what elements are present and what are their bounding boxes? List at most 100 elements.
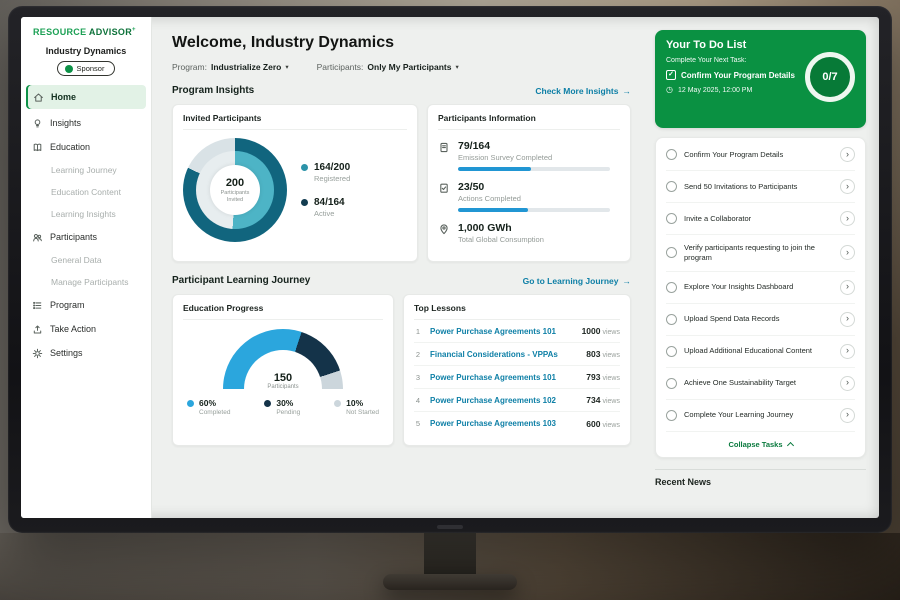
- program-filter-value: Industrialize Zero: [210, 62, 282, 72]
- legend-label: Active: [314, 209, 335, 218]
- top-lessons-card: Top Lessons 1 Power Purchase Agreements …: [403, 294, 631, 446]
- task-label: Achieve One Sustainability Target: [684, 378, 797, 388]
- legend-label: Registered: [314, 174, 351, 183]
- task-chevron-button[interactable]: ›: [840, 407, 855, 423]
- check-more-insights-link[interactable]: Check More Insights →: [535, 86, 631, 96]
- sponsor-icon: [64, 64, 73, 73]
- sidebar-item-label: Program: [50, 300, 85, 310]
- sidebar-item-learning-insights[interactable]: Learning Insights: [21, 203, 151, 225]
- chevron-right-icon: ›: [846, 345, 849, 355]
- lesson-link[interactable]: Power Purchase Agreements 101: [430, 372, 556, 382]
- sidebar-item-home[interactable]: Home: [26, 85, 146, 109]
- sidebar-item-label: Education: [50, 142, 91, 152]
- todo-task-row[interactable]: Achieve One Sustainability Target ›: [666, 368, 855, 400]
- task-label: Complete Your Learning Journey: [684, 410, 794, 420]
- legend-item-active: 84/164 Active: [301, 197, 350, 218]
- stat-actions-completed: 23/50 Actions Completed: [438, 181, 620, 212]
- logo-resource: RESOURCE: [33, 27, 87, 37]
- gear-icon: [32, 348, 43, 359]
- task-checkbox[interactable]: [666, 377, 677, 389]
- task-checkbox[interactable]: [666, 409, 677, 421]
- todo-task-row[interactable]: Complete Your Learning Journey ›: [666, 400, 855, 432]
- task-chevron-button[interactable]: ›: [840, 245, 855, 261]
- sidebar-item-manage-participants[interactable]: Manage Participants: [21, 271, 151, 293]
- todo-task-row[interactable]: Upload Spend Data Records ›: [666, 304, 855, 336]
- invited-legend: 164/200 Registered 84/164 Active: [301, 162, 350, 218]
- sidebar-item-label: Education Content: [51, 187, 121, 197]
- task-checkbox[interactable]: [666, 213, 677, 224]
- main-content: Welcome, Industry Dynamics Program: Indu…: [152, 17, 645, 518]
- task-checkbox[interactable]: [666, 149, 677, 160]
- recent-news-header: Recent News: [655, 468, 866, 487]
- chevron-right-icon: ›: [846, 180, 849, 191]
- sidebar-item-take-action[interactable]: Take Action: [21, 317, 151, 341]
- sidebar-item-learning-journey[interactable]: Learning Journey: [21, 159, 151, 181]
- sidebar-item-insights[interactable]: Insights: [21, 111, 151, 135]
- clock-icon: ◷: [666, 85, 673, 94]
- emission-progress-bar: [458, 167, 610, 171]
- todo-next-task[interactable]: ✓ Confirm Your Program Details: [666, 70, 814, 80]
- legend-value: 30%: [276, 398, 294, 408]
- arrow-right-icon: →: [622, 85, 632, 96]
- collapse-tasks-button[interactable]: Collapse Tasks: [666, 432, 855, 452]
- sidebar: RESOURCE ADVISOR+ Industry Dynamics Spon…: [21, 17, 152, 518]
- task-checkbox[interactable]: [666, 181, 677, 192]
- todo-task-row[interactable]: Confirm Your Program Details ›: [666, 139, 855, 171]
- lesson-link[interactable]: Power Purchase Agreements 103: [430, 419, 556, 428]
- sidebar-item-label: Take Action: [50, 324, 97, 334]
- sidebar-item-education-content[interactable]: Education Content: [21, 181, 151, 203]
- lesson-rank: 3: [415, 372, 421, 382]
- lesson-link[interactable]: Power Purchase Agreements 101: [430, 326, 556, 336]
- task-chevron-button[interactable]: ›: [840, 311, 855, 327]
- lesson-rank: 1: [415, 326, 421, 336]
- lesson-link[interactable]: Power Purchase Agreements 102: [430, 395, 556, 405]
- task-label: Confirm Your Program Details: [684, 149, 784, 159]
- book-icon: [32, 142, 43, 153]
- legend-item-completed: 60% Completed: [187, 398, 230, 416]
- todo-task-row[interactable]: Explore Your Insights Dashboard ›: [666, 272, 855, 304]
- task-chevron-button[interactable]: ›: [840, 179, 855, 194]
- task-label: Upload Additional Educational Content: [684, 346, 813, 356]
- sidebar-item-program[interactable]: Program: [21, 293, 151, 317]
- lesson-row: 3 Power Purchase Agreements 101 793 views: [414, 366, 620, 389]
- sidebar-item-education[interactable]: Education: [21, 135, 151, 159]
- lesson-link[interactable]: Financial Considerations - VPPAs: [430, 349, 558, 359]
- program-filter-dropdown[interactable]: Program: Industrialize Zero ▾: [172, 62, 289, 72]
- task-checkbox[interactable]: [666, 247, 677, 259]
- lightbulb-icon: [32, 118, 43, 129]
- stat-value: 79/164: [458, 140, 491, 152]
- task-checkbox[interactable]: [666, 345, 677, 357]
- section-title: Program Insights: [172, 85, 255, 96]
- todo-progress-text: 0/7: [822, 71, 838, 83]
- lesson-row: 4 Power Purchase Agreements 102 734 views: [414, 389, 620, 412]
- todo-panel: Your To Do List Complete Your Next Task:…: [645, 17, 879, 518]
- task-chevron-button[interactable]: ›: [840, 279, 855, 295]
- participants-filter-dropdown[interactable]: Participants: Only My Participants ▾: [317, 62, 459, 72]
- task-checkbox[interactable]: [666, 281, 677, 293]
- legend-dot: [264, 400, 272, 407]
- task-label: Invite a Collaborator: [684, 213, 752, 223]
- todo-task-row[interactable]: Upload Additional Educational Content ›: [666, 336, 855, 368]
- lesson-views: 803 views: [586, 349, 620, 359]
- todo-task-row[interactable]: Verify participants requesting to join t…: [666, 235, 855, 272]
- task-chevron-button[interactable]: ›: [840, 375, 855, 391]
- task-checkbox[interactable]: [666, 313, 677, 325]
- invited-donut-chart: 200 Participants Invited: [183, 138, 287, 242]
- todo-task-row[interactable]: Send 50 Invitations to Participants ›: [666, 171, 855, 203]
- todo-subtitle: Complete Your Next Task:: [666, 57, 747, 64]
- todo-due-text: 12 May 2025, 12:00 PM: [677, 86, 753, 94]
- sidebar-item-general-data[interactable]: General Data: [21, 249, 151, 271]
- education-legend: 60% Completed 30% Pending: [183, 398, 383, 416]
- chevron-right-icon: ›: [846, 409, 849, 419]
- todo-task-row[interactable]: Invite a Collaborator ›: [666, 203, 855, 235]
- collapse-label: Collapse Tasks: [728, 439, 783, 449]
- sidebar-item-settings[interactable]: Settings: [21, 341, 151, 365]
- app-logo: RESOURCE ADVISOR+: [21, 27, 151, 37]
- task-chevron-button[interactable]: ›: [840, 147, 855, 162]
- sidebar-item-participants[interactable]: Participants: [21, 225, 151, 249]
- task-chevron-button[interactable]: ›: [840, 211, 855, 226]
- go-to-learning-journey-link[interactable]: Go to Learning Journey →: [523, 276, 631, 286]
- stat-label: Total Global Consumption: [458, 235, 544, 244]
- task-chevron-button[interactable]: ›: [840, 343, 855, 359]
